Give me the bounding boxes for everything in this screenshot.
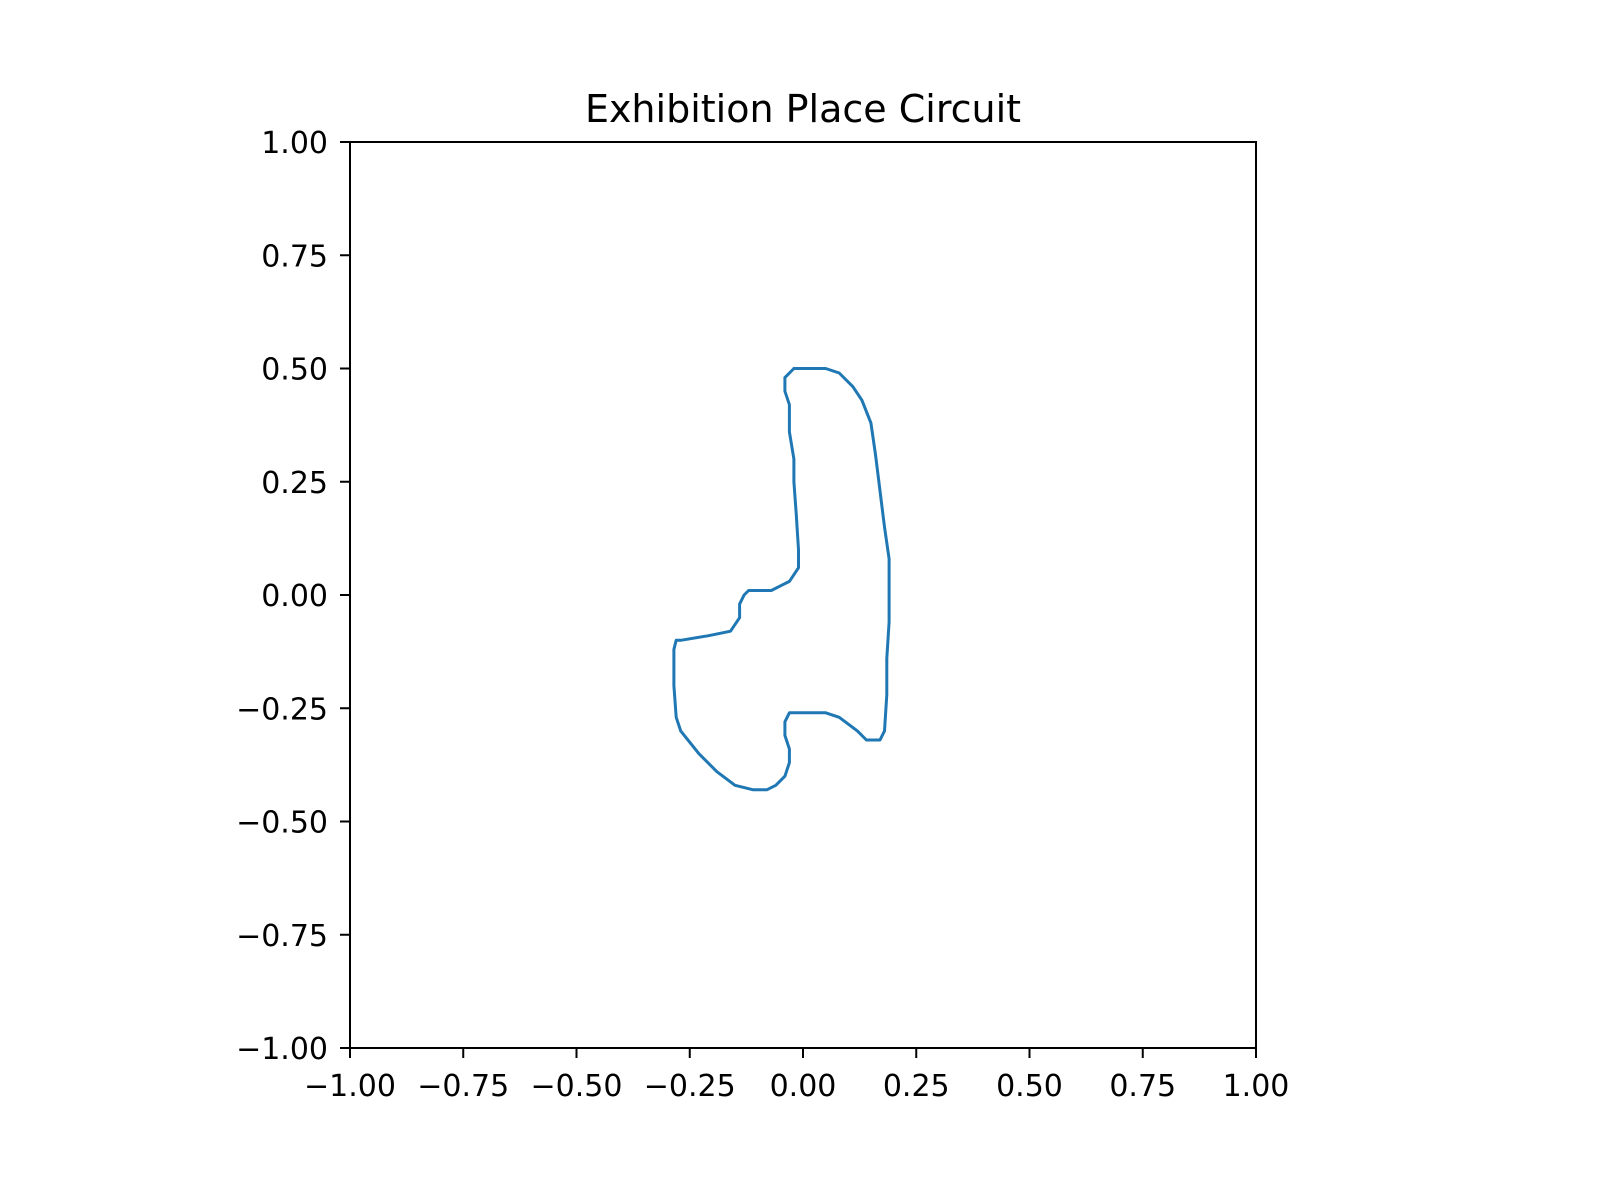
- x-tick-label: −1.00: [304, 1069, 396, 1104]
- circuit-track-line: [672, 367, 891, 792]
- tick-layer: −1.00 −0.75 −0.50 −0.25 0.00 0.25 0.50 0.75 1.00…: [236, 126, 1289, 1104]
- plot-area: [672, 367, 891, 792]
- y-tick-label: 0.75: [261, 239, 328, 274]
- y-tick-label: −0.25: [236, 692, 328, 727]
- x-tick-label: −0.50: [531, 1069, 623, 1104]
- x-tick-label: 0.25: [883, 1069, 950, 1104]
- x-tick-label: −0.75: [417, 1069, 509, 1104]
- chart-title: Exhibition Place Circuit: [585, 87, 1021, 131]
- x-tick-label: 0.50: [996, 1069, 1063, 1104]
- y-tick-label: 0.00: [261, 579, 328, 614]
- y-tick-label: −0.75: [236, 919, 328, 954]
- x-tick-label: 0.00: [770, 1069, 837, 1104]
- y-tick-label: −1.00: [236, 1032, 328, 1067]
- x-tick-label: 1.00: [1223, 1069, 1290, 1104]
- y-tick-label: −0.50: [236, 806, 328, 841]
- y-tick-label: 0.50: [261, 353, 328, 388]
- x-tick-label: −0.25: [644, 1069, 736, 1104]
- x-tick-label: 0.75: [1109, 1069, 1176, 1104]
- y-tick-label: 0.25: [261, 466, 328, 501]
- y-tick-label: 1.00: [261, 126, 328, 161]
